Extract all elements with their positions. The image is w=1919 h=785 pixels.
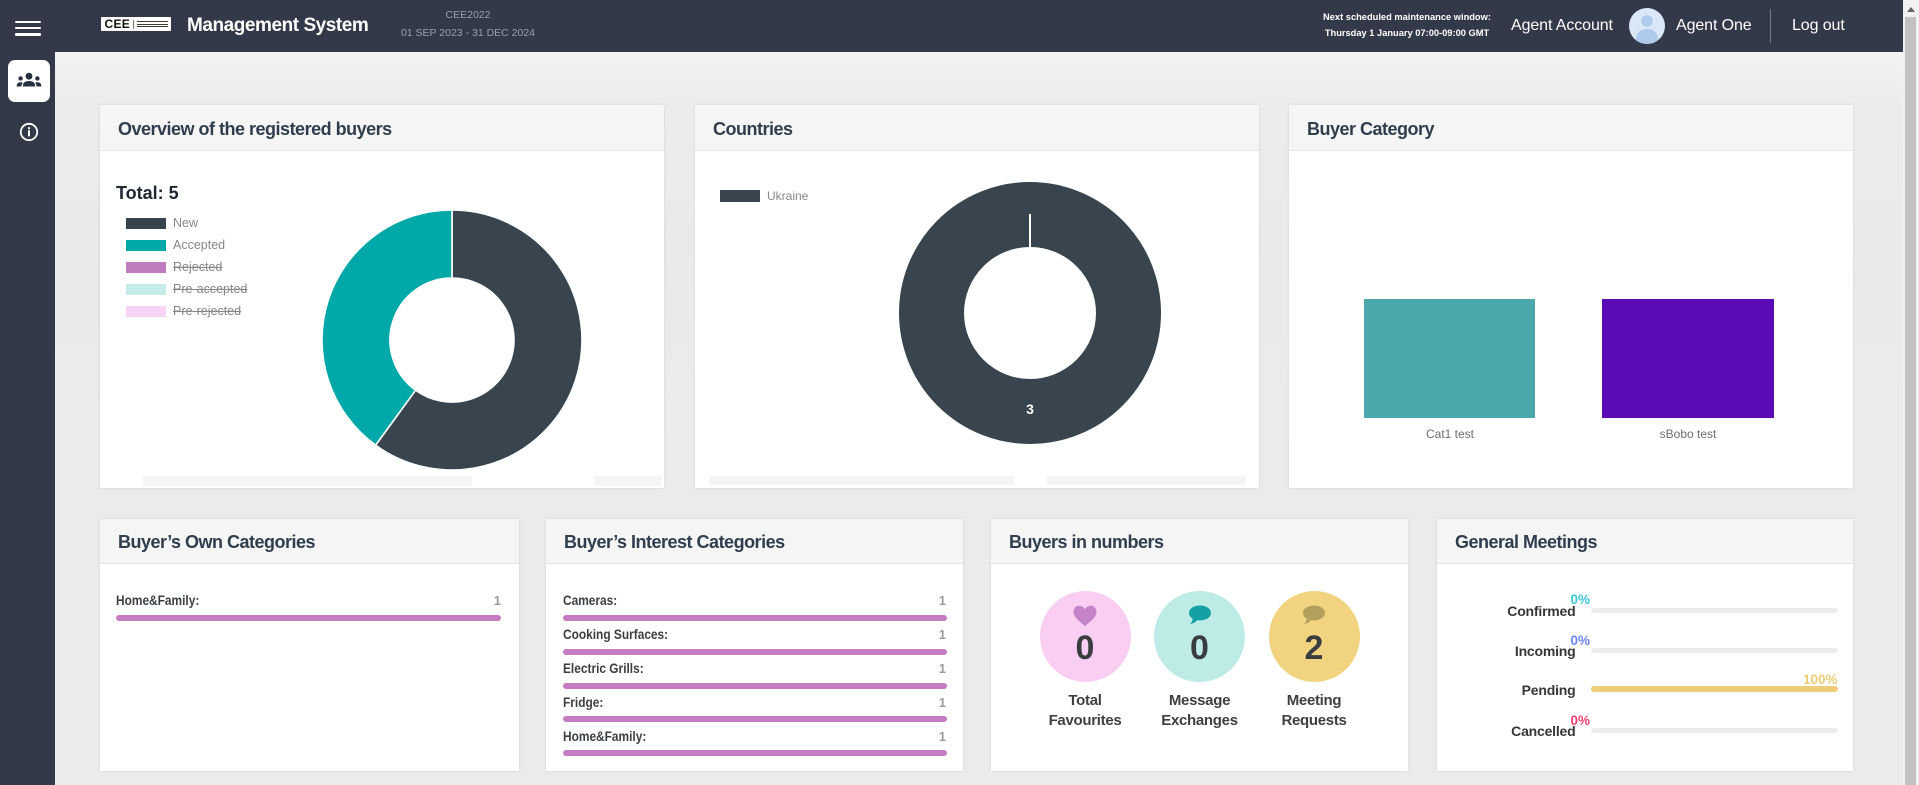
- svg-text:3: 3: [1026, 401, 1034, 417]
